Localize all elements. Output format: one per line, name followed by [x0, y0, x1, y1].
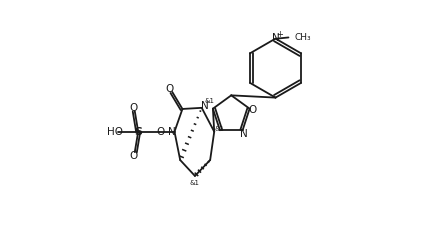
Text: HO: HO [107, 127, 123, 137]
Text: O: O [129, 103, 138, 113]
Text: O: O [156, 127, 165, 137]
Text: CH₃: CH₃ [294, 33, 311, 42]
Text: &1: &1 [189, 180, 199, 186]
Text: O: O [249, 105, 257, 115]
Text: N: N [168, 127, 176, 137]
Text: S: S [134, 127, 142, 137]
Text: N: N [271, 33, 279, 43]
Text: &1: &1 [214, 126, 224, 132]
Text: N: N [201, 101, 209, 111]
Text: &1: &1 [204, 99, 214, 104]
Text: O: O [129, 151, 138, 161]
Text: O: O [165, 84, 174, 94]
Text: N: N [240, 129, 248, 139]
Text: +: + [276, 30, 283, 39]
